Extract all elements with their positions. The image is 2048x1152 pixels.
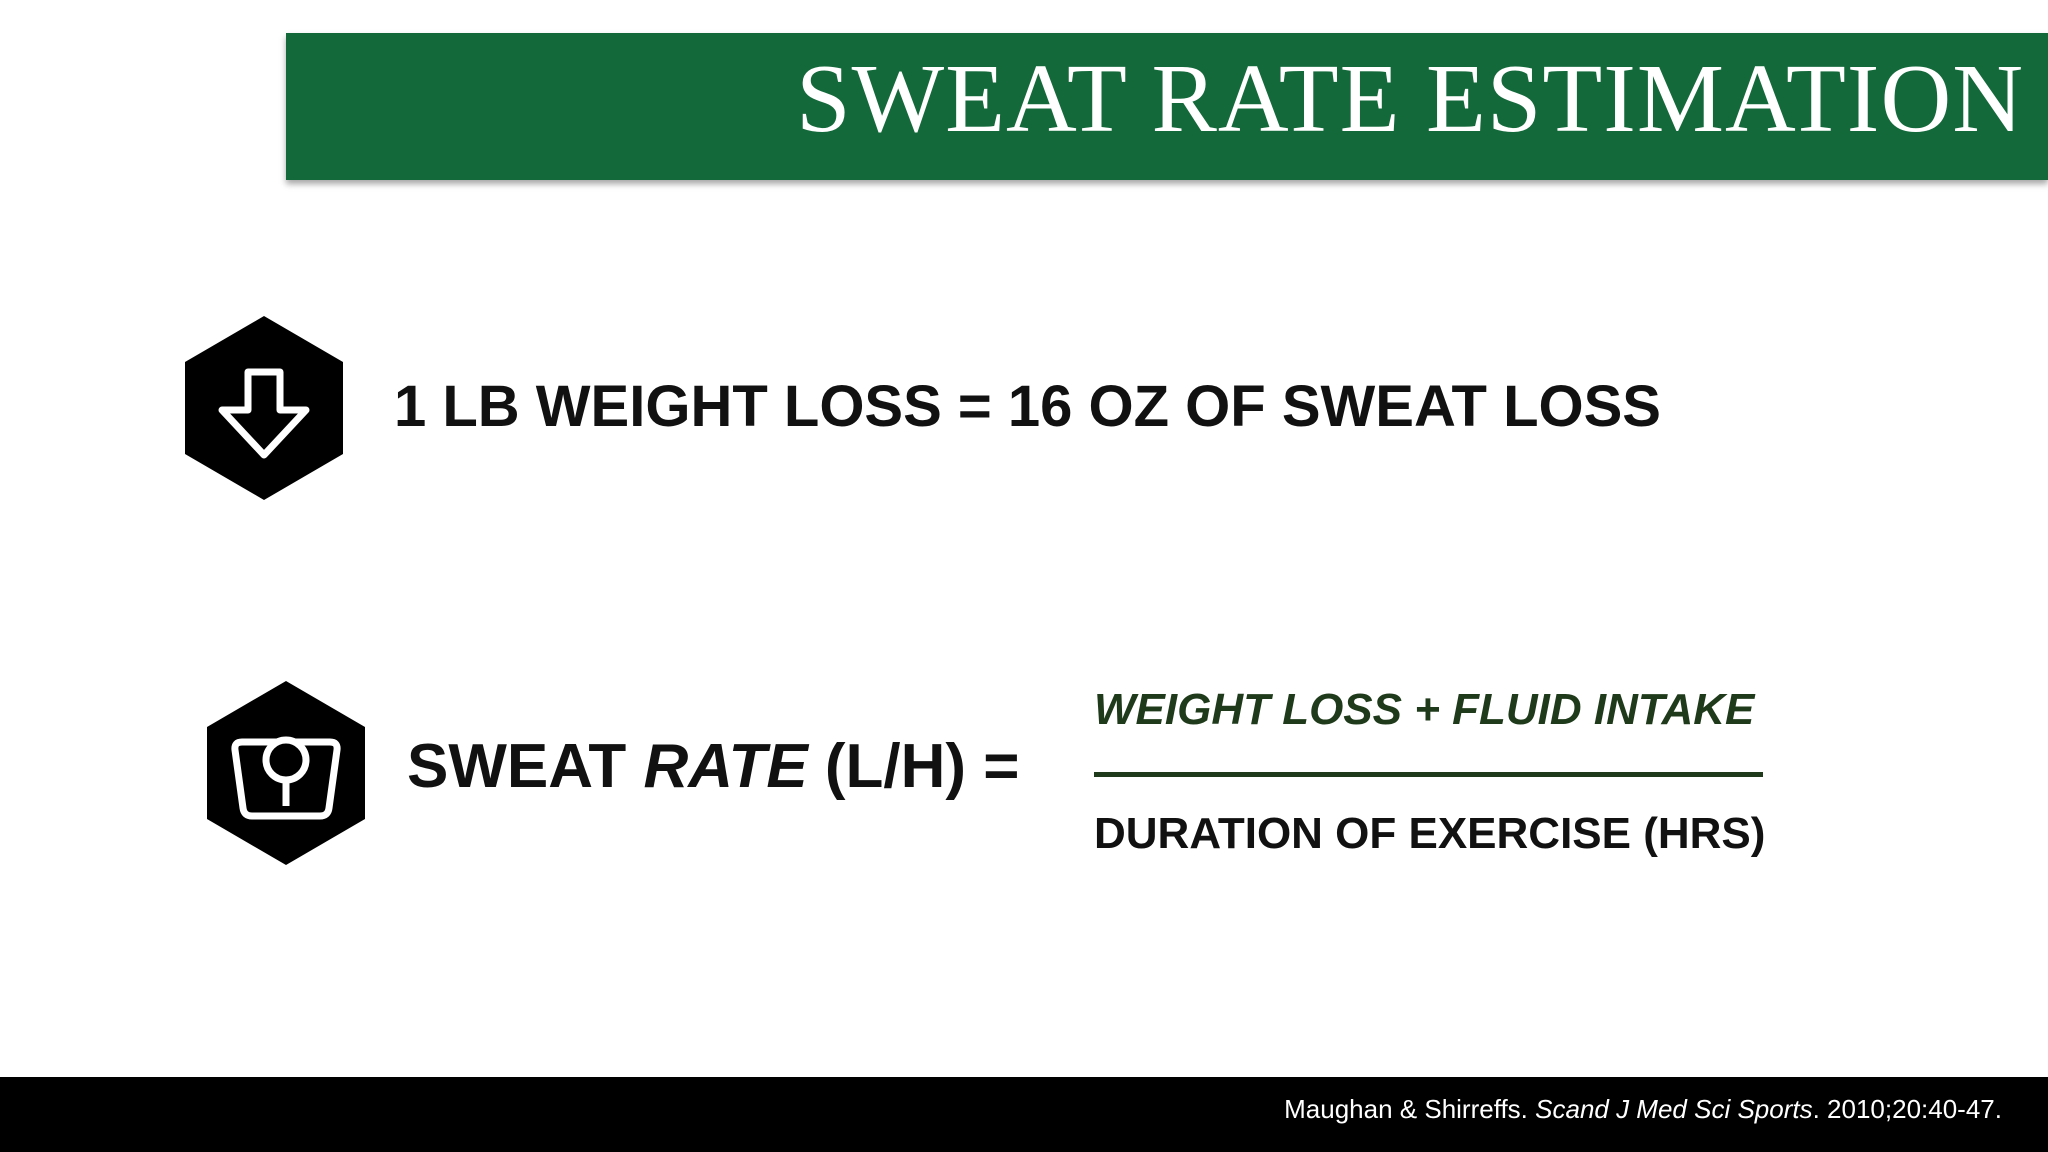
label-italic: RATE [643,732,808,801]
citation-authors: Maughan & Shirreffs. [1284,1094,1536,1124]
footer-bar [0,1077,2048,1152]
conversion-text: 1 LB WEIGHT LOSS = 16 OZ OF SWEAT LOSS [394,374,1661,439]
hexagon-icon [185,316,343,500]
numerator: WEIGHT LOSS + FLUID INTAKE [1094,685,1755,734]
formula-label: SWEAT RATE (L/H) = [407,736,1020,798]
label-text: (L/H) = [807,732,1020,801]
slide-title: SWEAT RATE ESTIMATION [796,45,2024,153]
scale-dial [262,736,310,784]
label-text: SWEAT [407,732,644,801]
citation-journal: Scand J Med Sci Sports [1535,1094,1813,1124]
citation: Maughan & Shirreffs. Scand J Med Sci Spo… [1284,1096,2002,1122]
down-arrow-icon [218,368,310,459]
denominator: DURATION OF EXERCISE (HRS) [1094,809,1766,858]
scale-icon [231,738,341,820]
title-banner [286,33,2048,180]
citation-details: . 2010;20:40-47. [1812,1094,2002,1124]
fraction-bar [1094,772,1763,777]
